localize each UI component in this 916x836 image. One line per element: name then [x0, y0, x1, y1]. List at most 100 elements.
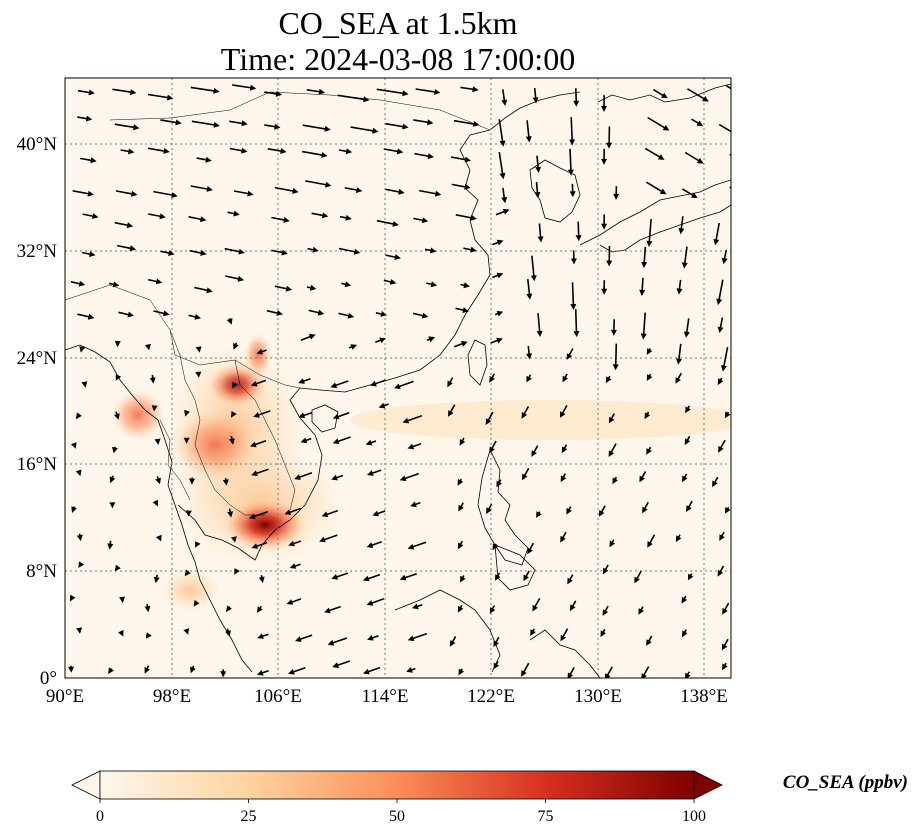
wind-vector-head — [372, 127, 379, 134]
wind-vector-head — [489, 446, 495, 454]
wind-vector-head — [370, 380, 377, 387]
wind-vector-head — [566, 353, 573, 360]
wind-vector-head — [725, 507, 731, 514]
wind-vector-head — [257, 606, 263, 613]
wind-vector-head — [184, 569, 191, 577]
wind-vector-head — [608, 416, 615, 424]
wind-vector-head — [251, 470, 258, 477]
wind-vector-head — [676, 288, 683, 295]
wind-vector — [680, 216, 684, 231]
wind-vector — [77, 313, 91, 318]
wind-vector — [350, 126, 375, 132]
wind-vector-head — [81, 381, 88, 388]
wind-vector-head — [159, 213, 166, 220]
wind-vector-head — [350, 344, 358, 350]
wind-vector-head — [321, 511, 329, 518]
wind-vector — [232, 84, 253, 89]
lon-tick: 122°E — [467, 686, 515, 707]
wind-vector-head — [646, 448, 652, 455]
coast-russia — [597, 83, 731, 103]
colorbar-label: CO_SEA (ppbv) — [783, 772, 908, 793]
wind-vector-head — [220, 671, 227, 678]
wind-vector — [147, 93, 170, 99]
wind-vector — [337, 94, 366, 101]
wind-vector-head — [675, 535, 682, 543]
wind-vector — [254, 541, 268, 548]
wind-vector — [287, 507, 301, 514]
wind-vector-head — [205, 156, 212, 163]
wind-vector — [455, 214, 473, 219]
wind-vector-head — [421, 217, 429, 224]
wind-vector — [498, 151, 504, 176]
wind-vector-head — [499, 140, 506, 147]
wind-vector-head — [68, 666, 75, 673]
wind-vector-head — [459, 439, 466, 446]
wind-vector — [305, 180, 328, 186]
wind-vector-head — [195, 371, 202, 378]
wind-vector-head — [602, 567, 609, 575]
wind-vector-head — [601, 106, 607, 112]
wind-vector-head — [288, 668, 295, 675]
wind-vector-head — [722, 663, 728, 671]
wind-vector-head — [712, 480, 718, 488]
wind-vector — [536, 155, 539, 169]
wind-vector — [338, 312, 351, 317]
coast-borneo — [394, 589, 501, 673]
wind-vector-head — [601, 288, 608, 295]
wind-vector — [419, 189, 438, 195]
wind-vector-head — [250, 441, 257, 448]
wind-vector-head — [194, 314, 201, 320]
wind-vector — [117, 244, 133, 250]
wind-vector-head — [281, 249, 288, 256]
wind-vector-head — [681, 596, 688, 604]
wind-vector-head — [717, 378, 724, 385]
wind-vector-head — [684, 438, 691, 446]
wind-vector — [264, 124, 277, 128]
wind-vector-head — [312, 246, 319, 253]
wind-vector-head — [573, 100, 580, 107]
wind-vector-head — [298, 412, 306, 419]
wind-vector — [383, 148, 400, 153]
wind-vector-head — [114, 413, 120, 420]
wind-vector-head — [639, 289, 646, 296]
wind-vector — [642, 312, 646, 336]
wind-vector-head — [145, 343, 151, 351]
wind-vector-head — [406, 667, 413, 673]
wind-vector-head — [295, 636, 302, 642]
wind-vector-head — [394, 254, 401, 260]
wind-vector-head — [662, 124, 670, 131]
wind-vector-head — [567, 577, 573, 585]
wind-vector — [370, 541, 382, 547]
wind-vector-head — [249, 84, 257, 91]
wind-vector — [385, 122, 405, 128]
wind-vector-head — [685, 672, 691, 678]
wind-vector-head — [457, 605, 464, 613]
wind-vector — [718, 123, 731, 133]
wind-vector — [331, 637, 348, 645]
wind-vector-head — [366, 600, 374, 606]
wind-vector-head — [233, 210, 240, 217]
wind-vector-head — [489, 376, 495, 383]
wind-vector-head — [639, 475, 645, 483]
wind-vector-head — [434, 190, 442, 197]
wind-vector-head — [717, 569, 724, 577]
wind-vector-head — [225, 630, 231, 637]
wind-vector — [405, 414, 423, 422]
wind-vector-head — [640, 333, 647, 340]
wind-vector-head — [367, 635, 374, 641]
wind-vector-head — [319, 536, 326, 543]
wind-vector — [450, 156, 468, 161]
wind-vector-head — [570, 604, 576, 612]
wind-vector — [531, 255, 535, 278]
wind-vector-head — [719, 534, 725, 541]
wind-vector — [715, 222, 720, 242]
wind-vector — [376, 219, 396, 226]
wind-vector-head — [678, 227, 685, 235]
wind-vector — [403, 472, 419, 480]
wind-vector — [191, 120, 217, 126]
wind-vector-head — [183, 628, 189, 635]
wind-vector-head — [78, 280, 86, 287]
wind-vector-head — [647, 541, 653, 548]
map-panel — [64, 77, 732, 679]
wind-vector — [453, 119, 476, 126]
